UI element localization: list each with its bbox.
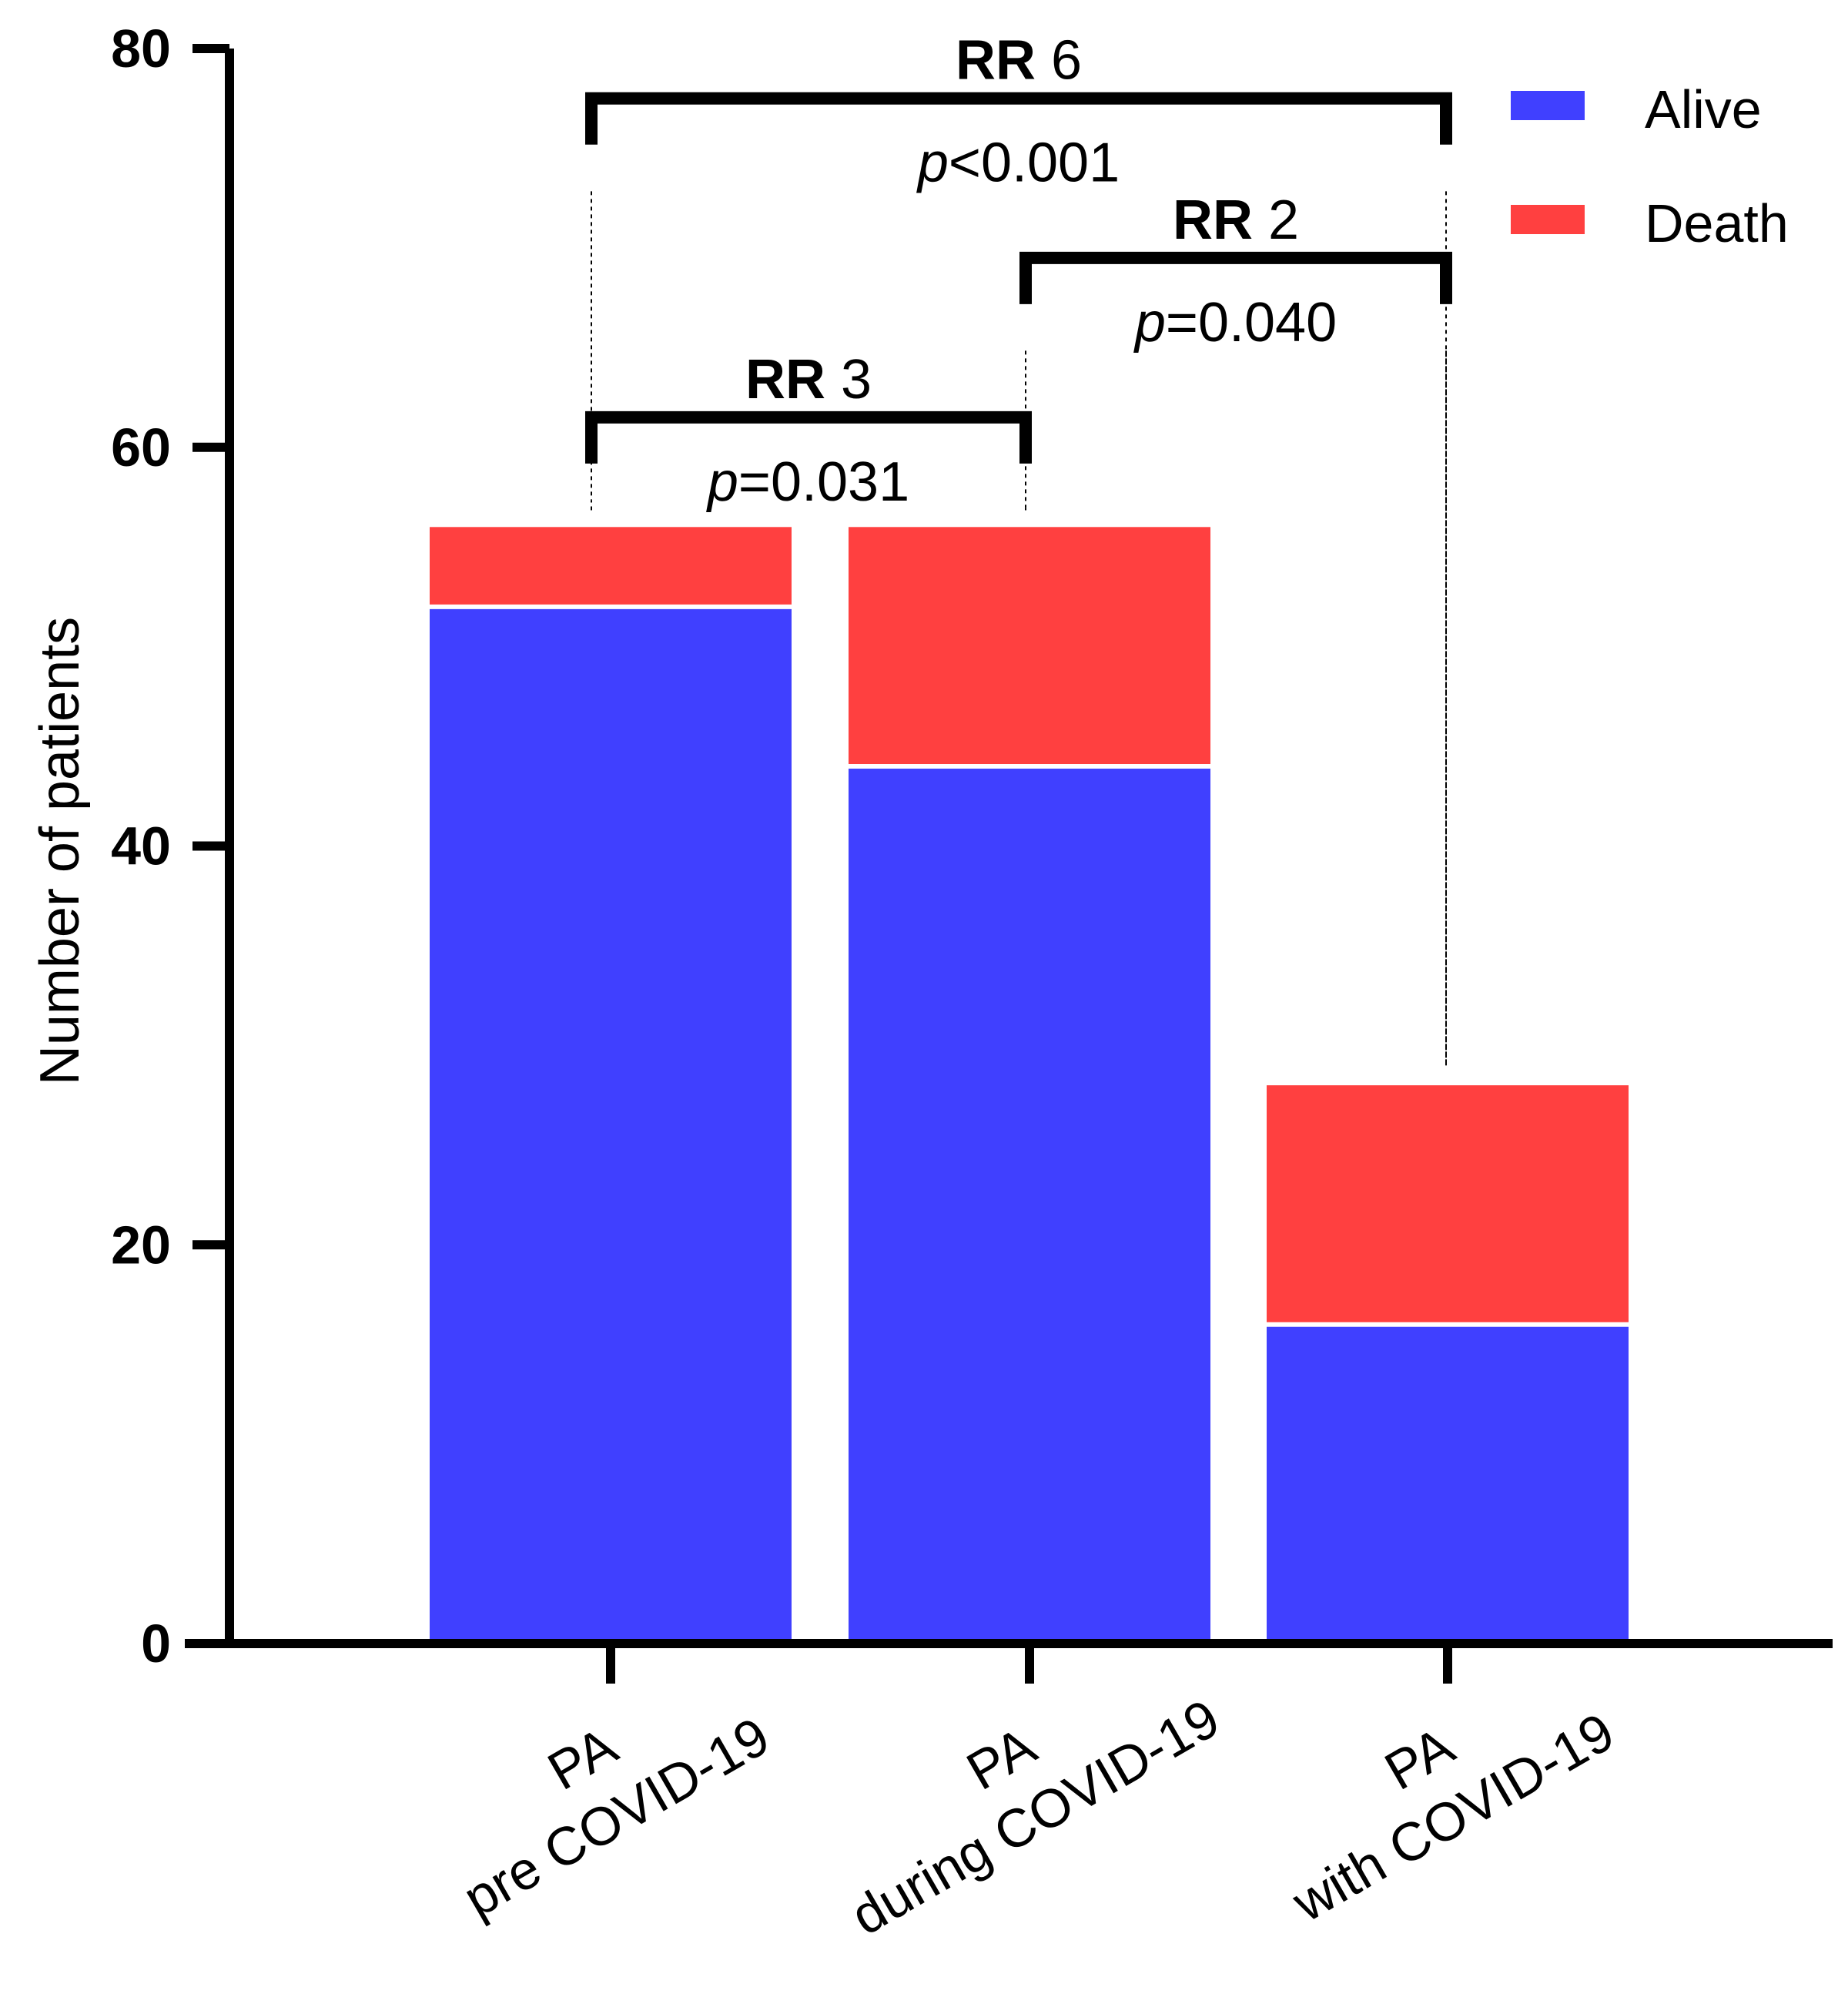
bar-alive-1 — [849, 766, 1210, 1644]
x-category-line-1-1: during COVID-19 — [841, 1687, 1229, 1946]
p-value: =0.031 — [738, 451, 909, 513]
rr-annotation-2: RR 3 — [745, 349, 872, 411]
bars-layer — [430, 527, 1629, 1644]
p-value: =0.040 — [1166, 292, 1337, 354]
p-value-annotation-0: p<0.001 — [916, 132, 1120, 194]
x-category-line-0-1: pre COVID-19 — [454, 1706, 779, 1929]
p-symbol: p — [1133, 292, 1166, 354]
legend-label-death: Death — [1645, 193, 1789, 253]
legend-label-alive: Alive — [1645, 79, 1762, 139]
legend: Alive Death — [1511, 79, 1789, 253]
rr-value: 3 — [841, 349, 872, 411]
legend-swatch-death — [1511, 205, 1585, 234]
y-axis-title: Number of patients — [29, 617, 91, 1085]
bar-death-2 — [1267, 1085, 1629, 1325]
rr-label: RR — [745, 349, 841, 411]
y-tick-label-40: 40 — [111, 816, 171, 876]
axes-layer: 0 20 40 60 80 — [111, 18, 1833, 1684]
bar-death-1 — [849, 527, 1210, 766]
x-category-line-2-1: with COVID-19 — [1282, 1701, 1624, 1933]
p-value: <0.001 — [949, 132, 1120, 194]
significance-bracket-0 — [585, 92, 1452, 145]
y-tick-label-80: 80 — [111, 18, 171, 79]
rr-label: RR — [956, 30, 1051, 92]
p-value-annotation-1: p=0.040 — [1133, 292, 1337, 354]
p-symbol: p — [916, 132, 949, 194]
bar-alive-0 — [430, 606, 792, 1644]
y-tick-label-60: 60 — [111, 417, 171, 478]
rr-value: 2 — [1268, 189, 1299, 251]
bar-alive-2 — [1267, 1324, 1629, 1644]
rr-annotation-0: RR 6 — [956, 30, 1082, 92]
legend-swatch-alive — [1511, 91, 1585, 120]
significance-bracket-1 — [1019, 251, 1452, 304]
rr-label: RR — [1173, 189, 1268, 251]
significance-bracket-2 — [585, 411, 1032, 464]
rr-annotation-1: RR 2 — [1173, 189, 1299, 251]
p-value-annotation-2: p=0.031 — [706, 451, 909, 513]
y-tick-label-20: 20 — [111, 1215, 171, 1275]
p-symbol: p — [706, 451, 738, 513]
rr-value: 6 — [1051, 30, 1082, 92]
y-tick-label-0: 0 — [141, 1614, 171, 1674]
bar-death-0 — [430, 527, 792, 607]
